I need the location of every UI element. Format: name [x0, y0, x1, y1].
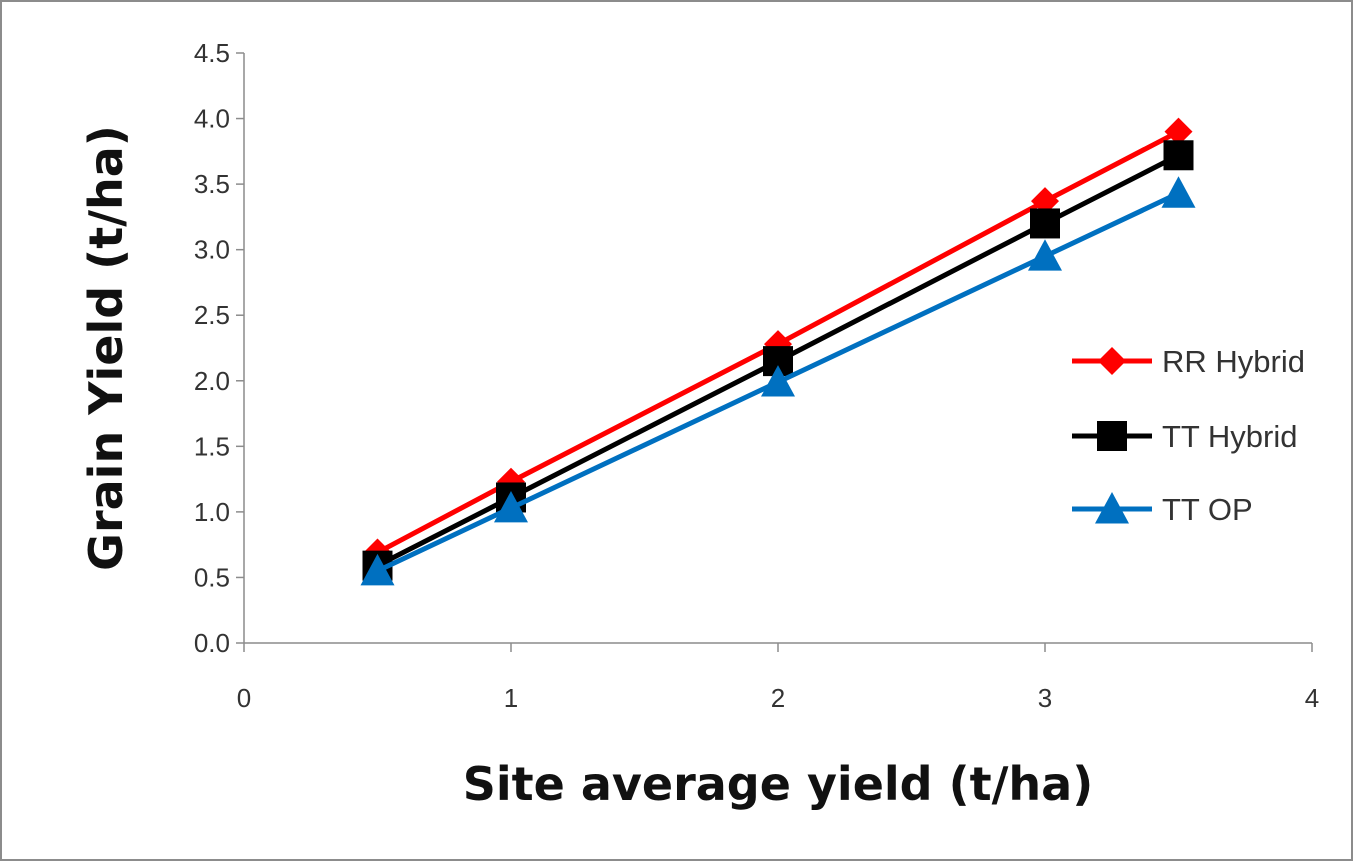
- legend-entry: RR Hybrid: [1072, 344, 1305, 379]
- x-tick-label: 0: [237, 683, 251, 713]
- y-tick-label: 3.5: [194, 169, 230, 199]
- legend-marker: [1098, 347, 1126, 375]
- y-tick-label: 0.0: [194, 628, 230, 658]
- data-point: [1028, 239, 1062, 271]
- legend-label: TT OP: [1162, 492, 1253, 527]
- data-point: [1031, 187, 1059, 216]
- legend-label: RR Hybrid: [1162, 344, 1305, 379]
- y-tick-label: 1.5: [194, 431, 230, 461]
- data-point: [1163, 140, 1194, 171]
- data-point: [494, 490, 528, 523]
- y-tick-label: 2.5: [194, 300, 230, 330]
- series-tt-hybrid: [362, 140, 1194, 581]
- y-tick-label: 4.0: [194, 104, 230, 134]
- y-tick-label: 4.5: [194, 38, 230, 68]
- x-tick-label: 3: [1038, 683, 1052, 713]
- legend: RR Hybrid TT Hybrid TT OP: [1072, 344, 1305, 527]
- data-point: [1164, 117, 1193, 146]
- x-tick-label: 4: [1305, 683, 1319, 713]
- y-tick-label: 2.0: [194, 366, 230, 396]
- legend-entry: TT OP: [1072, 492, 1253, 527]
- legend-entry: TT Hybrid: [1072, 419, 1298, 454]
- x-tick-label: 2: [771, 683, 785, 713]
- data-point: [761, 365, 795, 397]
- y-tick-label: 1.0: [194, 497, 230, 527]
- axes: 0.0 0.5 1.0 1.5 2.0 2.5 3.0 3.5 4.0 4.5 0 1 2 3 4: [194, 38, 1319, 713]
- legend-marker: [1095, 492, 1129, 524]
- y-tick-label: 0.5: [194, 562, 230, 592]
- data-point: [360, 553, 395, 586]
- y-tick-label: 3.0: [194, 235, 230, 265]
- x-axis-title: Site average yield (t/ha): [463, 757, 1093, 811]
- legend-marker: [1097, 421, 1127, 451]
- y-axis-title: Grain Yield (t/ha): [79, 125, 133, 571]
- series-layer: [360, 117, 1196, 586]
- data-point: [1030, 208, 1060, 239]
- series-tt-op: [360, 176, 1196, 586]
- data-point: [1161, 176, 1196, 208]
- x-tick-label: 1: [504, 683, 518, 713]
- legend-label: TT Hybrid: [1162, 419, 1298, 454]
- series-rr-hybrid: [363, 117, 1193, 567]
